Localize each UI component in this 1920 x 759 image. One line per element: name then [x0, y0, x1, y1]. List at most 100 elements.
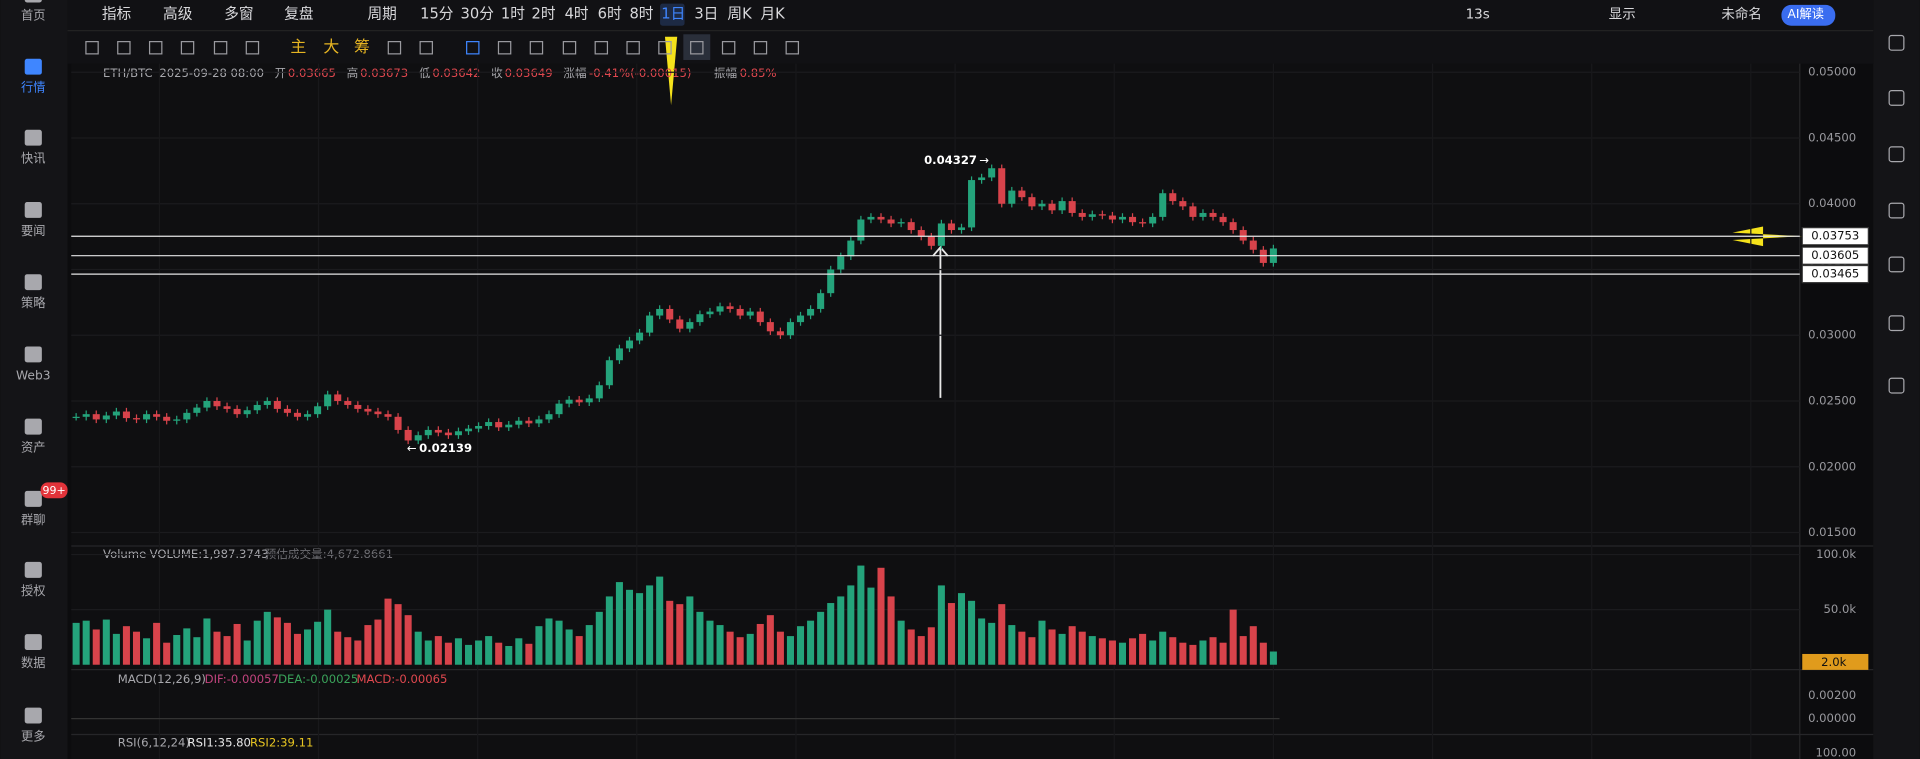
toolbar-right-item[interactable]: 未命名 — [1721, 6, 1761, 23]
right-sidebar-icon[interactable] — [1888, 34, 1905, 51]
candle-body — [1159, 193, 1167, 217]
tool-icon[interactable] — [785, 41, 800, 55]
toolbar-item[interactable]: 8时 — [629, 6, 653, 23]
candle-body — [233, 408, 241, 415]
toolbar-item[interactable]: 高级 — [163, 6, 193, 23]
volume-bar — [1018, 631, 1026, 665]
rsi-2: RSI2:39.11 — [250, 736, 313, 750]
candle-body — [827, 269, 835, 294]
candle-body — [515, 420, 523, 425]
sidebar-icon[interactable] — [24, 274, 42, 291]
volume-bar — [1088, 636, 1096, 665]
tool-icon[interactable] — [213, 41, 228, 55]
tool-button[interactable]: 筹 — [354, 37, 370, 56]
sidebar-icon[interactable] — [24, 346, 42, 363]
toolbar-item[interactable]: 多窗 — [224, 5, 253, 23]
tool-icon[interactable] — [148, 41, 163, 55]
right-sidebar-icon[interactable] — [1888, 89, 1905, 106]
sidebar-icon[interactable] — [24, 58, 42, 75]
candle-body — [132, 418, 141, 420]
sidebar-icon[interactable] — [24, 201, 42, 218]
tool-icon[interactable] — [529, 41, 544, 55]
toolbar-item[interactable]: 指标 — [102, 6, 132, 23]
ai-button-bg[interactable] — [1781, 4, 1836, 26]
candle-body — [867, 216, 875, 220]
sidebar-item[interactable]: 更多 — [21, 729, 45, 743]
toolbar-item[interactable]: 1日 — [661, 6, 685, 23]
sidebar-icon[interactable] — [24, 634, 42, 651]
tool-icon[interactable] — [497, 41, 512, 55]
tool-icon[interactable] — [466, 41, 480, 55]
right-sidebar-icon[interactable] — [1888, 315, 1905, 332]
sidebar-item[interactable]: 首页 — [21, 8, 45, 22]
right-sidebar-icon[interactable] — [1888, 146, 1905, 163]
sidebar-item[interactable]: 策略 — [21, 295, 46, 310]
tool-icon[interactable] — [180, 41, 195, 55]
sidebar-item[interactable]: 行情 — [21, 81, 45, 95]
tool-icon[interactable] — [419, 41, 433, 55]
volume-bar — [233, 623, 241, 665]
sidebar-item[interactable]: 数据 — [21, 655, 45, 670]
toolbar-item[interactable]: 15分 — [420, 6, 454, 23]
sidebar-icon[interactable] — [24, 418, 42, 435]
rsi-title: RSI(6,12,24) — [118, 736, 190, 750]
right-sidebar-icon[interactable] — [1888, 256, 1905, 273]
sidebar-item[interactable]: 快讯 — [21, 152, 45, 166]
sidebar-icon[interactable] — [24, 707, 42, 724]
toolbar-item[interactable]: 复盘 — [284, 5, 314, 23]
volume-bar — [897, 620, 905, 665]
toolbar-item[interactable]: 2时 — [532, 6, 556, 23]
toolbar-item[interactable]: 月K — [760, 6, 785, 23]
toolbar-item[interactable]: 30分 — [461, 6, 495, 23]
tool-icon[interactable] — [658, 41, 672, 55]
sidebar-icon[interactable] — [24, 490, 42, 507]
right-sidebar-icon[interactable] — [1888, 377, 1905, 394]
tool-icon[interactable] — [721, 41, 736, 55]
sidebar-icon[interactable] — [24, 129, 42, 146]
sidebar-icon[interactable] — [24, 0, 42, 3]
candle-body — [1038, 203, 1046, 207]
tool-icon[interactable] — [245, 41, 260, 55]
sidebar-item[interactable]: Web3 — [16, 368, 50, 382]
volume-bar — [867, 587, 875, 665]
toolbar-right-item[interactable]: 显示 — [1609, 8, 1636, 23]
toolbar-item[interactable]: 周K — [727, 6, 752, 23]
right-sidebar-icon[interactable] — [1888, 202, 1905, 219]
tool-icon[interactable] — [753, 41, 768, 55]
tool-icon[interactable] — [626, 41, 640, 55]
toolbar-item[interactable]: 4时 — [565, 6, 589, 23]
price-line-label: 0.03605 — [1811, 248, 1859, 262]
candle-body — [857, 219, 865, 241]
sidebar-item[interactable]: 资产 — [21, 441, 45, 455]
toolbar-right-item[interactable]: AI解读 — [1788, 7, 1824, 21]
toolbar-right-item[interactable]: 13s — [1466, 8, 1490, 23]
volume-bar — [414, 631, 422, 665]
tool-icon[interactable] — [562, 41, 577, 55]
volume-bar — [957, 593, 966, 665]
sidebar-item[interactable]: 授权 — [21, 584, 45, 598]
sidebar-icon[interactable] — [24, 561, 42, 578]
tool-icon[interactable] — [690, 41, 704, 55]
macd-title: MACD(12,26,9) — [118, 672, 206, 686]
tool-icon[interactable] — [594, 41, 609, 55]
candle-body — [1179, 201, 1187, 207]
toolbar-item[interactable]: 3日 — [694, 6, 718, 23]
toolbar-item[interactable]: 周期 — [367, 6, 396, 23]
tool-button[interactable]: 大 — [323, 37, 339, 56]
tool-button[interactable]: 主 — [290, 37, 306, 56]
tool-icon[interactable] — [85, 41, 99, 55]
sidebar-item[interactable]: 要闻 — [21, 224, 45, 238]
toolbar-item[interactable]: 1时 — [501, 6, 525, 23]
candle-body — [676, 319, 684, 329]
candle-body — [605, 360, 613, 386]
volume-bar — [153, 622, 161, 665]
sidebar-item[interactable]: 群聊 — [21, 513, 45, 527]
tool-icon[interactable] — [387, 41, 402, 55]
price-label-bg — [1801, 246, 1869, 265]
volume-bar — [394, 604, 402, 665]
active-period-bg — [660, 3, 685, 26]
toolbar-item[interactable]: 6时 — [598, 6, 622, 23]
tool-icon[interactable] — [117, 41, 131, 55]
volume-bar — [253, 620, 261, 665]
